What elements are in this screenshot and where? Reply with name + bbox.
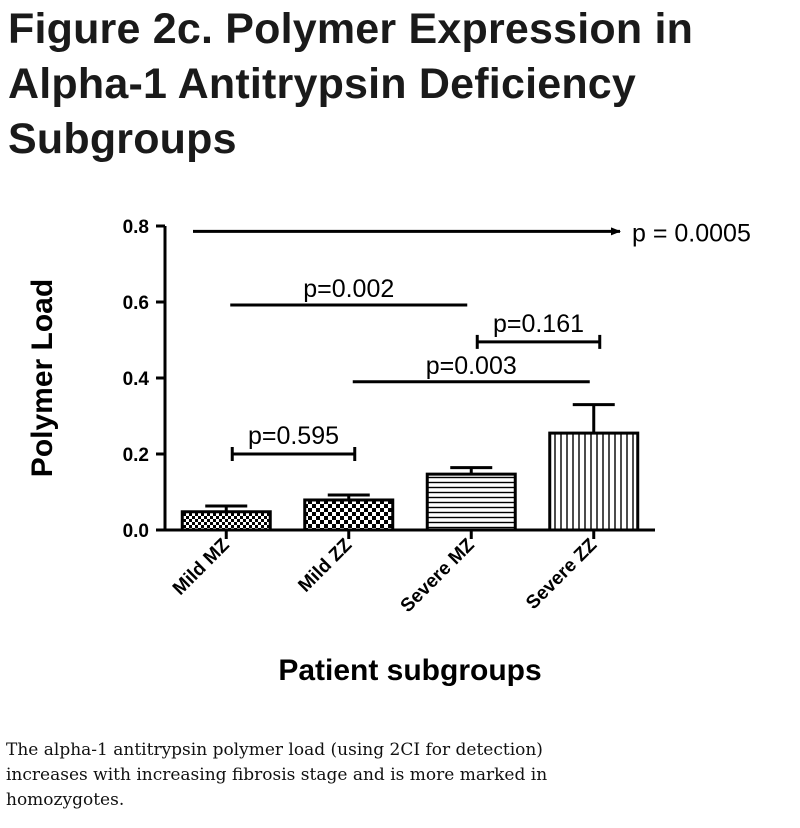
y-tick-label: 0.6 bbox=[123, 293, 149, 314]
p-value-label: p=0.595 bbox=[248, 422, 339, 450]
bar bbox=[548, 431, 640, 532]
x-tick-label: Mild MZ bbox=[169, 534, 234, 599]
axis-labels: Polymer Load Patient subgroups bbox=[26, 279, 542, 687]
y-tick-label: 0.4 bbox=[123, 369, 150, 390]
figure-caption: The alpha-1 antitrypsin polymer load (us… bbox=[6, 738, 796, 813]
x-tick-label: Severe MZ bbox=[397, 534, 479, 616]
bar bbox=[180, 510, 272, 532]
y-tick-label: 0.8 bbox=[123, 217, 149, 238]
p-value-label: p=0.161 bbox=[493, 310, 584, 338]
bar bbox=[303, 498, 395, 532]
caption-line-3: homozygotes. bbox=[6, 790, 125, 810]
annotations: p = 0.0005 p=0.002 p=0.161 p=0.003 p=0.595 bbox=[193, 219, 751, 461]
bars bbox=[180, 403, 640, 532]
bar bbox=[425, 472, 517, 532]
figure-title-line-2: Alpha-1 Antitrypsin Deficiency bbox=[8, 60, 637, 108]
figure-title-line-1: Figure 2c. Polymer Expression in bbox=[8, 5, 694, 53]
caption-line-1: The alpha-1 antitrypsin polymer load (us… bbox=[6, 740, 543, 760]
x-tick-label: Severe ZZ bbox=[522, 534, 601, 613]
y-tick-label: 0.2 bbox=[123, 445, 149, 466]
y-axis-title: Polymer Load bbox=[26, 279, 59, 477]
figure-title-line-3: Subgroups bbox=[8, 115, 237, 163]
caption-line-2: increases with increasing fibrosis stage… bbox=[6, 765, 548, 785]
x-axis-title: Patient subgroups bbox=[278, 654, 541, 687]
p-value-label: p=0.002 bbox=[303, 275, 394, 303]
x-tick-label: Mild ZZ bbox=[294, 534, 356, 596]
bar-chart: 0.0 0.2 0.4 0.6 0.8 Mild MZ Mild ZZ Severe MZ Se… bbox=[26, 217, 751, 687]
p-value-label: p = 0.0005 bbox=[632, 219, 751, 247]
figure-title: Figure 2c. Polymer Expression in Alpha-1… bbox=[8, 2, 788, 167]
y-tick-label: 0.0 bbox=[123, 521, 149, 542]
p-value-label: p=0.003 bbox=[426, 352, 517, 380]
